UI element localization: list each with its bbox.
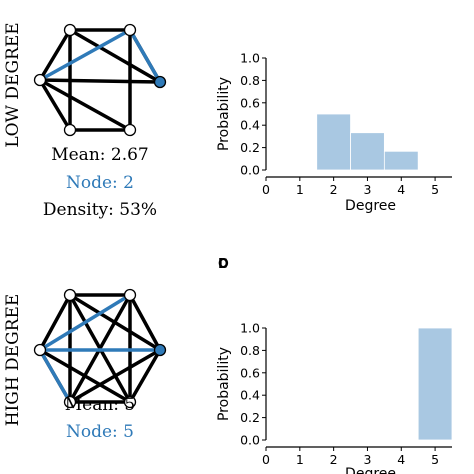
node-degree: Node: 2 [66,173,134,193]
graph-node-highlighted [153,75,167,89]
x-tick-label: 4 [397,452,405,467]
graph-edge-highlighted [128,28,162,84]
graph-edge [38,293,72,352]
graph-edge-highlighted [38,28,132,82]
x-tick-label: 0 [262,182,270,197]
graph-node [33,73,47,87]
graph-edge [38,78,162,84]
panel-letter: C [218,257,228,272]
graph-node [63,23,77,37]
y-tick-label: 1.0 [240,51,260,66]
graph-node [123,288,137,302]
x-tick-label: 1 [296,182,304,197]
graph-node [63,395,77,409]
x-axis-label: Degree [345,198,396,214]
y-tick-label: 0.8 [240,73,260,88]
graph-edge [128,293,162,352]
y-tick-label: 0.2 [240,410,260,425]
graph-node-highlighted [153,343,167,357]
graph-edge [128,348,162,404]
graph-edge-highlighted [38,348,72,404]
histogram-0: 0.0 0.2 0.4 0.6 0.8 1.0 0 1 2 3 4 5 Degree Probabilit… [216,51,452,214]
graph-edge [38,78,72,132]
y-tick-label: 1.0 [240,321,260,336]
graph-node [123,395,137,409]
network-panel-0: LOW DEGREE Mean: 2.67 Node: 2 Density: 53% [3,22,167,220]
y-tick-label: 0.2 [240,140,260,155]
node-degree: Node: 5 [66,422,134,442]
x-tick-label: 2 [330,182,338,197]
bar-degree-5 [417,327,453,441]
graph-edge [38,348,132,404]
x-tick-label: 0 [262,452,270,467]
graph-edge [68,348,162,404]
mean-degree: Mean: 2.67 [51,145,149,165]
bar-degree-4 [383,150,419,171]
y-tick-label: 0.4 [240,118,260,133]
y-axis-label: Probability [216,77,232,151]
network-panel-1: HIGH DEGREE C Mean: 5 Node: 5 [3,257,228,442]
graph-node [63,288,77,302]
density: Density: 53% [43,200,157,220]
x-tick-label: 1 [296,452,304,467]
y-tick-label: 0.0 [240,433,260,448]
side-label: HIGH DEGREE [3,294,23,427]
graph-node [123,23,137,37]
graph-node [123,123,137,137]
y-axis-label: Probability [216,347,232,421]
mean-degree: Mean: 5 [65,395,136,415]
y-tick-label: 0.6 [240,95,260,110]
y-tick-label: 0.6 [240,365,260,380]
y-tick-label: 0.8 [240,343,260,358]
panel-letter: D [218,257,229,272]
graph-node [63,123,77,137]
x-tick-label: 2 [330,452,338,467]
x-tick-label: 5 [431,452,439,467]
x-axis-label: Degree [345,466,396,474]
bar-degree-2 [316,113,351,171]
y-tick-label: 0.0 [240,163,260,178]
x-tick-label: 3 [363,452,371,467]
graph-edge-highlighted [38,293,132,352]
y-tick-label: 0.4 [240,388,260,403]
graph-edge [38,28,72,82]
graph-edge [68,28,162,84]
graph-edge [38,78,132,132]
x-tick-label: 3 [363,182,371,197]
x-tick-label: 4 [397,182,405,197]
histogram-1: D 0.0 0.2 0.4 0.6 0.8 1.0 0 1 2 3 4 5 Degree Probabili… [216,257,453,474]
x-tick-label: 5 [431,182,439,197]
side-label: LOW DEGREE [3,22,23,147]
graph-node [33,343,47,357]
bar-degree-3 [350,132,385,171]
